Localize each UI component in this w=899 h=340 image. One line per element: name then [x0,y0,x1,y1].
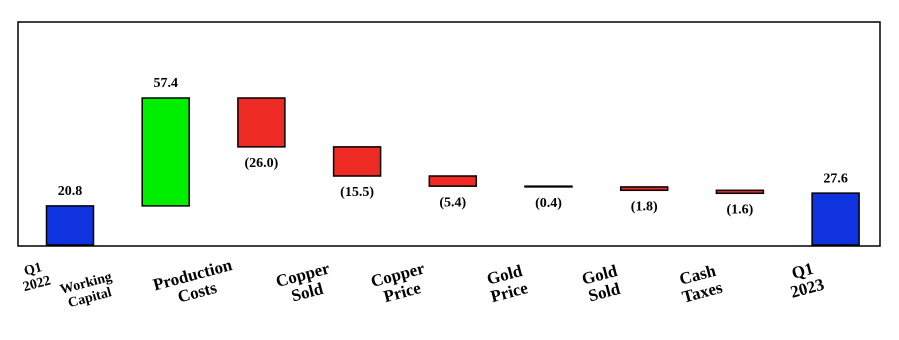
plot-frame [17,21,881,247]
bar [715,189,765,195]
bar [141,97,190,207]
bar [619,186,669,192]
value-label: (5.4) [439,195,466,210]
bar [428,175,478,187]
bar [237,97,286,148]
value-label: (1.8) [631,200,658,215]
value-label: (0.4) [535,196,562,211]
bar [332,146,382,177]
value-label: 20.8 [58,184,83,199]
value-label: 57.4 [153,76,178,91]
value-label: 27.6 [823,171,848,186]
value-label: (15.5) [340,185,374,200]
bar [45,205,95,246]
bar [524,185,573,188]
bar [811,192,860,246]
value-label: (26.0) [244,156,278,171]
value-label: (1.6) [726,203,753,218]
